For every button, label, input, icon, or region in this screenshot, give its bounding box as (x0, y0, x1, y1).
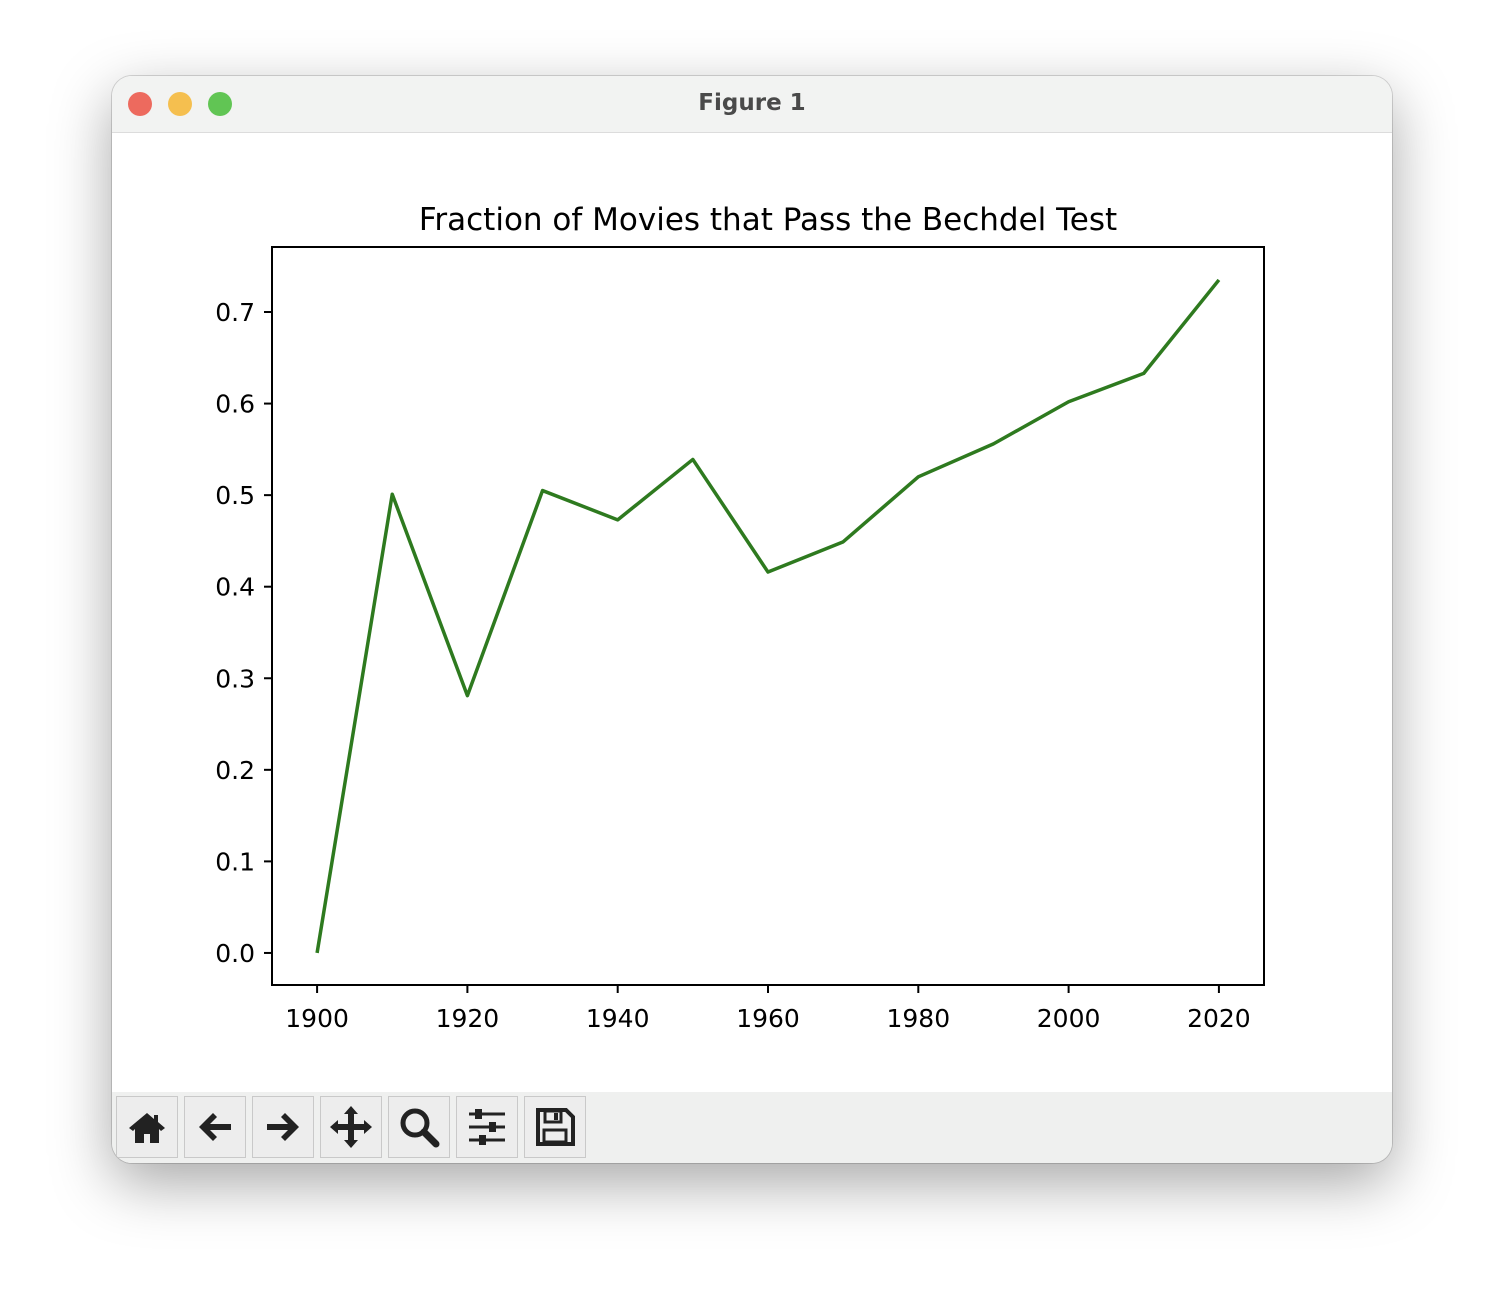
pan-button[interactable] (320, 1096, 382, 1158)
sliders-icon (469, 1109, 505, 1145)
figure-window: Figure 1 (112, 76, 1392, 1163)
x-tick-label: 2000 (1037, 1004, 1101, 1033)
back-arrow-icon (199, 1113, 231, 1141)
window-title: Figure 1 (698, 90, 806, 116)
y-tick-label: 0.6 (215, 390, 255, 419)
navigation-toolbar (112, 1092, 1392, 1163)
zoom-icon (400, 1108, 440, 1148)
y-tick-label: 0.4 (215, 573, 255, 602)
y-tick-label: 0.1 (215, 847, 255, 876)
y-tick-label: 0.2 (215, 756, 255, 785)
home-button[interactable] (116, 1096, 178, 1158)
configure-subplots-button[interactable] (456, 1096, 518, 1158)
axes-frame (271, 246, 1265, 986)
y-tick-label: 0.5 (215, 481, 255, 510)
x-tick-label: 1940 (586, 1004, 650, 1033)
x-tick-label: 1900 (285, 1004, 349, 1033)
title-bar: Figure 1 (112, 76, 1392, 133)
chart-title: Fraction of Movies that Pass the Bechdel… (419, 202, 1117, 238)
save-button[interactable] (524, 1096, 586, 1158)
x-tick-label: 1980 (886, 1004, 950, 1033)
y-tick-label: 0.0 (215, 939, 255, 968)
save-icon (536, 1108, 575, 1146)
x-tick-label: 1960 (736, 1004, 800, 1033)
close-button[interactable] (128, 92, 152, 116)
x-tick-label: 2020 (1187, 1004, 1251, 1033)
forward-button[interactable] (252, 1096, 314, 1158)
y-tick-label: 0.3 (215, 664, 255, 693)
forward-arrow-icon (267, 1113, 299, 1141)
back-button[interactable] (184, 1096, 246, 1158)
maximize-button[interactable] (208, 92, 232, 116)
zoom-button[interactable] (388, 1096, 450, 1158)
move-icon (330, 1106, 372, 1148)
x-tick-label: 1920 (436, 1004, 500, 1033)
y-tick-label: 0.7 (215, 298, 255, 327)
series-line (315, 278, 1221, 954)
home-icon (129, 1113, 165, 1143)
minimize-button[interactable] (168, 92, 192, 116)
